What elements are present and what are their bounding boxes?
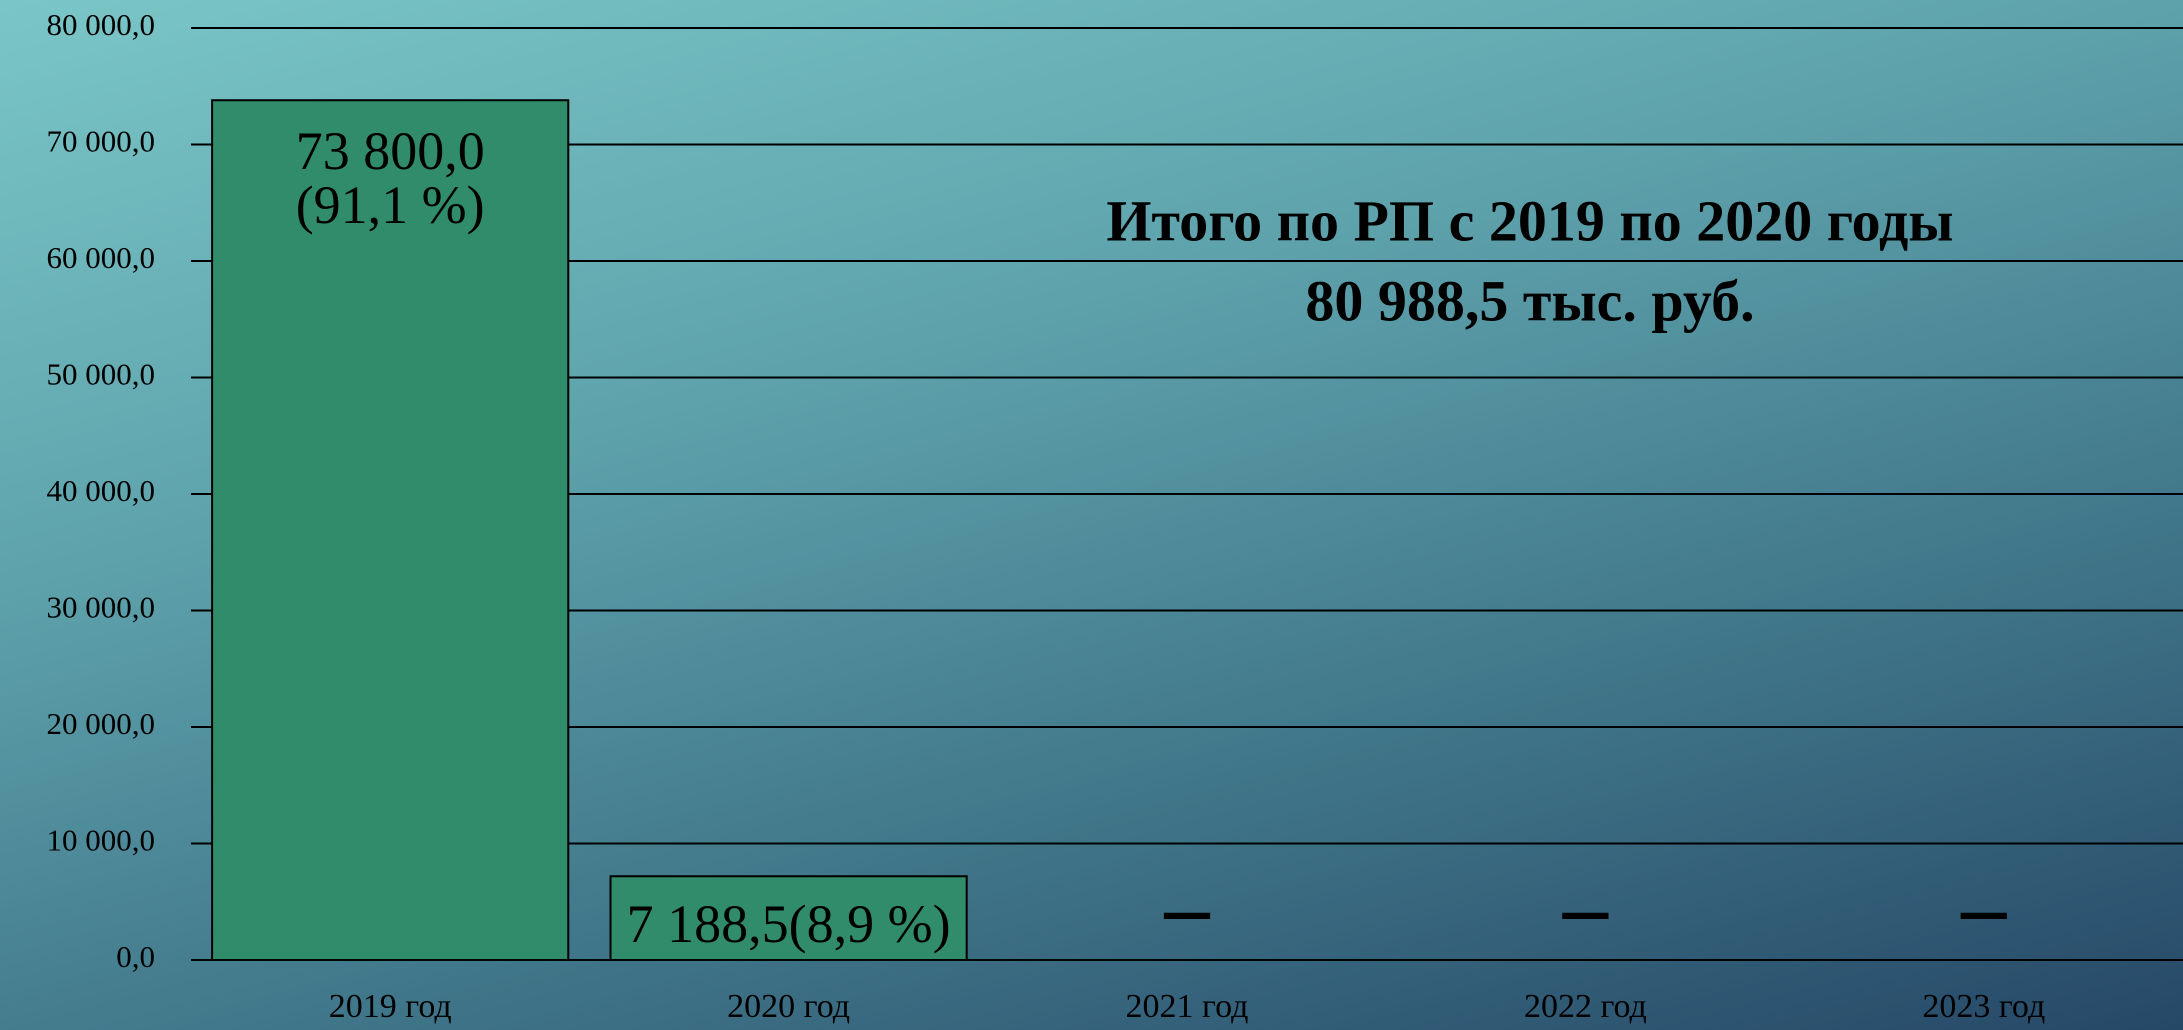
bar [211, 99, 570, 962]
y-tick-label: 10 000,0 [47, 823, 156, 858]
bar [609, 875, 968, 961]
x-tick-label: 2020 год [727, 988, 850, 1025]
x-tick-label: 2021 год [1126, 988, 1249, 1025]
y-tick-label: 60 000,0 [47, 240, 156, 275]
y-tick-label: 50 000,0 [47, 357, 156, 392]
x-tick-label: 2019 год [329, 988, 452, 1025]
y-tick-label: 70 000,0 [47, 124, 156, 159]
value-label: 73 800,0 (91,1 %) [295, 121, 485, 236]
y-tick-label: 80 000,0 [47, 7, 156, 42]
x-tick-label: 2023 год [1922, 988, 2045, 1025]
value-label: – [1562, 858, 1608, 957]
y-tick-label: 20 000,0 [47, 706, 156, 741]
x-tick-label: 2022 год [1524, 988, 1647, 1025]
annotation: 80 988,5 тыс. руб. [1305, 268, 1754, 333]
value-label: – [1164, 858, 1210, 957]
y-tick-label: 0,0 [116, 939, 155, 974]
y-tick-label: 30 000,0 [47, 590, 156, 625]
value-label: 7 188,5(8,9 %) [626, 894, 951, 955]
annotation: Итого по РП с 2019 по 2020 годы [1106, 188, 1953, 253]
value-label: – [1961, 858, 2007, 957]
y-tick-label: 40 000,0 [47, 473, 156, 508]
